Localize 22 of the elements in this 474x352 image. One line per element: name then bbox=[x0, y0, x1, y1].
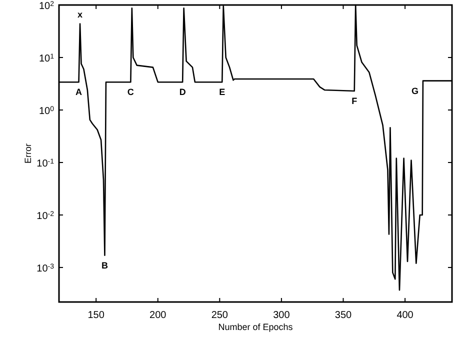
annotation: D bbox=[179, 87, 186, 98]
y-tick-label: 10$^{2}$ bbox=[38, 0, 54, 12]
x-tick-label: 150 bbox=[88, 310, 105, 321]
annotation: F bbox=[352, 96, 358, 106]
y-tick-label: 10$^{-3}$ bbox=[36, 262, 54, 274]
annotation: A bbox=[76, 87, 83, 98]
annotation: E bbox=[219, 87, 226, 98]
annotation: x bbox=[78, 10, 83, 20]
x-tick-label: 200 bbox=[150, 310, 167, 321]
y-tick-label: 10$^{-2}$ bbox=[36, 210, 54, 222]
annotation: G bbox=[411, 86, 418, 96]
y-tick-label: 10$^{-1}$ bbox=[36, 158, 54, 170]
annotation: C bbox=[127, 87, 134, 98]
y-axis-title: Error bbox=[23, 144, 33, 164]
x-tick-label: 350 bbox=[334, 310, 352, 321]
x-tick-label: 250 bbox=[211, 310, 228, 321]
x-axis-title: Number of Epochs bbox=[218, 322, 294, 332]
annotation: B bbox=[101, 260, 108, 270]
y-tick-label: 10$^{0}$ bbox=[38, 105, 54, 117]
y-tick-label: 10$^{1}$ bbox=[38, 52, 54, 64]
x-tick-label: 400 bbox=[396, 310, 414, 321]
x-tick-label: 300 bbox=[273, 310, 290, 321]
